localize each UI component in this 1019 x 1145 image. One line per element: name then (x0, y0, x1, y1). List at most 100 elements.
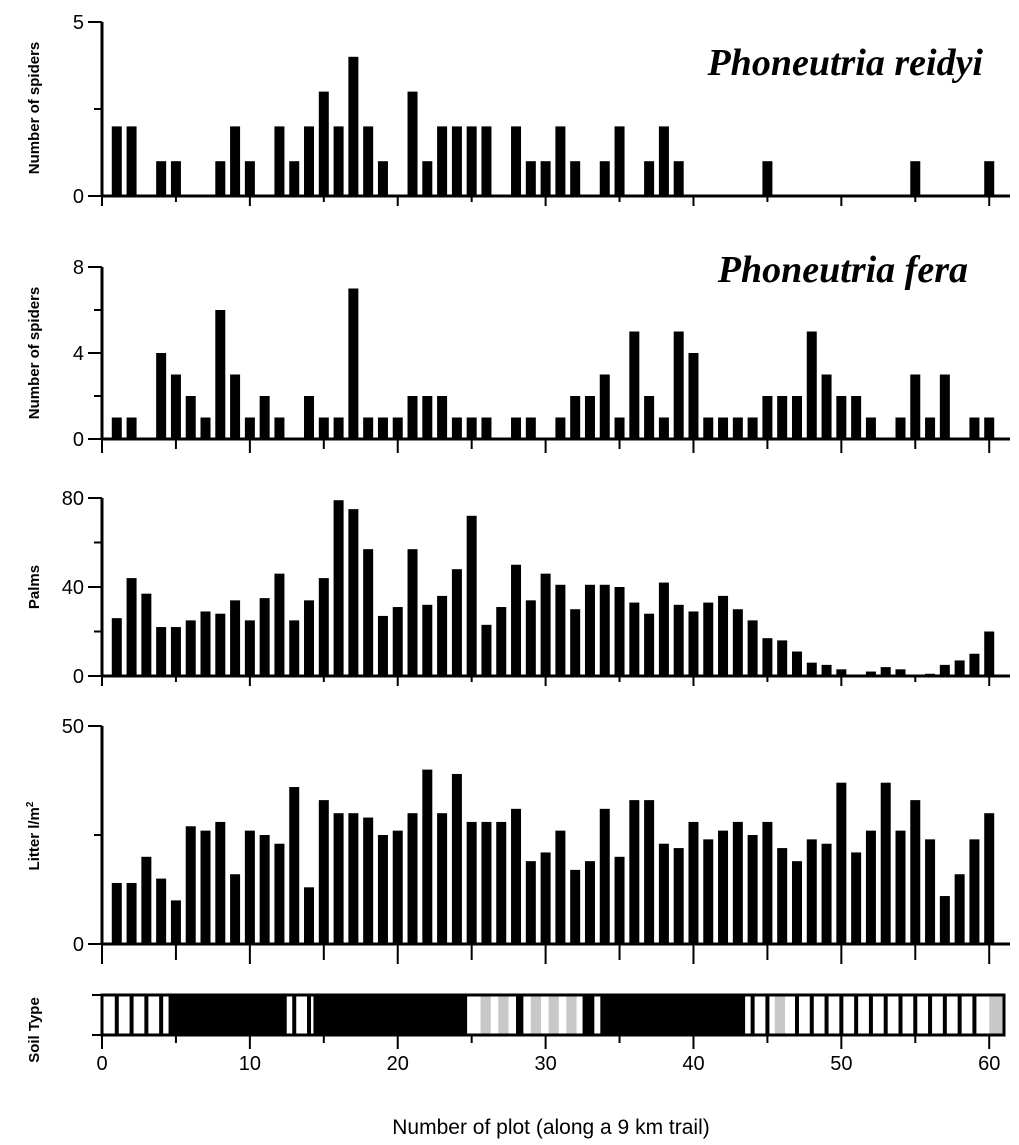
y-tick-label: 0 (73, 934, 84, 956)
bar (230, 874, 241, 944)
bar (377, 417, 388, 439)
bar (333, 417, 344, 439)
bar (540, 161, 551, 196)
bar (126, 882, 137, 944)
soil-segment-white (576, 995, 583, 1035)
panel-phoneutria-fera: Phoneutria fera Number of spiders 0 4 8 (26, 249, 1010, 453)
ylabel-litter: Litter l/m2 (25, 801, 43, 870)
soil-segment-grey (989, 995, 1004, 1035)
bar (318, 417, 329, 439)
bar (274, 573, 285, 676)
bar (954, 874, 965, 944)
bar (451, 569, 462, 676)
bar (348, 509, 359, 676)
soil-stripe (159, 995, 164, 1035)
bar (821, 374, 832, 439)
bar (821, 664, 832, 676)
bar (806, 331, 817, 439)
bar (644, 613, 655, 676)
bar (658, 126, 669, 196)
bar (806, 839, 817, 944)
bar (732, 821, 743, 944)
bar (170, 374, 181, 439)
bar (762, 396, 773, 439)
bar (392, 607, 403, 676)
bar (762, 161, 773, 196)
soil-stripe (750, 995, 755, 1035)
bar (466, 515, 477, 676)
bar (555, 417, 566, 439)
bar (718, 830, 729, 944)
bar (481, 417, 492, 439)
ylabel-palms: Palms (26, 565, 43, 609)
bar (244, 417, 255, 439)
soil-stripe (868, 995, 873, 1035)
title-fera: Phoneutria fera (717, 249, 968, 291)
bar (732, 609, 743, 676)
bar (215, 310, 226, 439)
panel-soil-type: Soil Type Number of plot (along a 9 km t… (26, 993, 1006, 1139)
bar (984, 161, 995, 196)
bar (126, 126, 137, 196)
y-tick-label: 0 (73, 186, 84, 208)
bar (185, 620, 196, 676)
bar (865, 671, 876, 676)
bar (244, 830, 255, 944)
soil-segment-grey (566, 995, 577, 1035)
bar (111, 882, 122, 944)
bar (274, 417, 285, 439)
bar (318, 91, 329, 196)
bar (836, 669, 847, 676)
soil-segment-white (594, 995, 601, 1035)
bar (644, 800, 655, 944)
bar (466, 821, 477, 944)
bar (170, 161, 181, 196)
bar (170, 627, 181, 676)
bar (791, 396, 802, 439)
bar (673, 848, 684, 944)
bar (348, 56, 359, 196)
x-tick-label: 20 (387, 1053, 409, 1075)
bar (215, 613, 226, 676)
bar (333, 500, 344, 676)
y-tick-label: 8 (73, 257, 84, 279)
bar (791, 861, 802, 944)
bar (451, 126, 462, 196)
bar (407, 396, 418, 439)
soil-segment-white (490, 995, 499, 1035)
soil-segment-grey (498, 995, 509, 1035)
bar (244, 620, 255, 676)
soil-segment-black (516, 995, 524, 1035)
soil-segment-black (600, 995, 746, 1035)
soil-segment-white (541, 995, 549, 1035)
bar (910, 161, 921, 196)
bar (289, 787, 300, 944)
bar (496, 821, 507, 944)
bar (555, 126, 566, 196)
soil-segment-white (558, 995, 567, 1035)
bar (274, 126, 285, 196)
x-tick-label: 0 (96, 1053, 107, 1075)
bar (939, 896, 950, 944)
bar (451, 417, 462, 439)
bar (466, 417, 477, 439)
bar (304, 396, 315, 439)
bar (969, 839, 980, 944)
bar (599, 808, 610, 944)
bar (422, 161, 433, 196)
bar (481, 821, 492, 944)
x-tick-label: 10 (239, 1053, 261, 1075)
bar (363, 417, 374, 439)
bar (422, 604, 433, 676)
bar (673, 331, 684, 439)
bar (111, 618, 122, 676)
soil-segment-white (467, 995, 481, 1035)
soil-stripe (913, 995, 918, 1035)
bar (777, 640, 788, 676)
bar (851, 852, 862, 944)
bar (555, 584, 566, 676)
bar (599, 374, 610, 439)
bar (969, 417, 980, 439)
ylabel-fera: Number of spiders (26, 287, 43, 420)
bar (348, 288, 359, 439)
